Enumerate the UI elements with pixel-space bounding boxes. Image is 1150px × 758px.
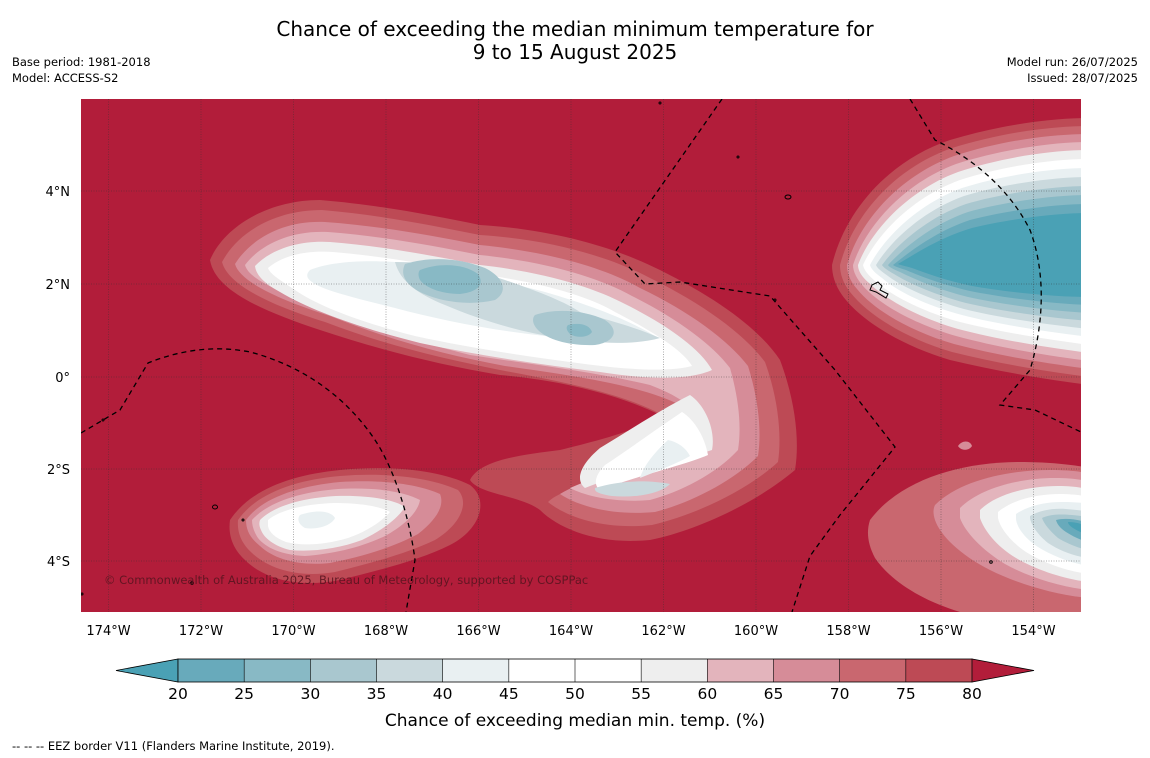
map-plot-area: © Commonwealth of Australia 2025, Bureau… xyxy=(81,99,1081,612)
contour-spot xyxy=(958,441,972,450)
colorbar-tick-labels: 20 25 30 35 40 45 50 55 60 65 70 75 80 xyxy=(168,685,982,703)
eez-legend: -- -- -- EEZ border V11 (Flanders Marine… xyxy=(12,739,335,753)
lon-label-174w: 174°W xyxy=(86,624,130,639)
colorbar-tick-label: 55 xyxy=(631,685,651,703)
colorbar-tick-label: 35 xyxy=(367,685,387,703)
colorbar-segment xyxy=(839,659,907,682)
lat-label-2n: 2°N xyxy=(46,278,71,293)
lon-label-170w: 170°W xyxy=(271,624,315,639)
colorbar-segment xyxy=(310,659,377,682)
contour-band-southwest xyxy=(229,468,481,584)
colorbar-label: Chance of exceeding median min. temp. (%… xyxy=(385,711,765,731)
copyright-text: © Commonwealth of Australia 2025, Bureau… xyxy=(104,573,588,587)
colorbar-segment xyxy=(244,659,311,682)
base-period: Base period: 1981-2018 xyxy=(12,55,151,69)
colorbar-segment xyxy=(376,659,444,682)
lat-label-2s: 2°S xyxy=(47,463,70,478)
colorbar-tick-label: 70 xyxy=(830,685,850,703)
colorbar-tick-label: 25 xyxy=(234,685,254,703)
colorbar: 20 25 30 35 40 45 50 55 60 65 70 75 80 Chance of exc… xyxy=(115,658,1035,731)
longitude-labels: 174°W 172°W 170°W 168°W 166°W 164°W 162°… xyxy=(86,624,1055,639)
map-gridlines xyxy=(81,99,1081,612)
colorbar-segment xyxy=(442,659,510,682)
colorbar-tick-label: 45 xyxy=(499,685,519,703)
colorbar-tick-label: 40 xyxy=(433,685,453,703)
chart-title: Chance of exceeding the median minimum t… xyxy=(0,18,1150,64)
contour-band-southeast xyxy=(867,462,1081,612)
lon-label-172w: 172°W xyxy=(179,624,223,639)
colorbar-segment xyxy=(178,659,245,682)
title-line-2: 9 to 15 August 2025 xyxy=(472,40,678,64)
title-line-1: Chance of exceeding the median minimum t… xyxy=(276,17,874,41)
lon-label-168w: 168°W xyxy=(364,624,408,639)
colorbar-segment xyxy=(575,659,642,682)
lon-label-166w: 166°W xyxy=(456,624,500,639)
lon-label-154w: 154°W xyxy=(1011,624,1055,639)
lon-label-164w: 164°W xyxy=(549,624,593,639)
colorbar-tick-label: 60 xyxy=(697,685,717,703)
model-name: Model: ACCESS-S2 xyxy=(12,71,119,85)
issued-date: Issued: 28/07/2025 xyxy=(1027,71,1138,85)
colorbar-segment xyxy=(707,659,774,682)
colorbar-segment xyxy=(905,659,973,682)
lat-label-4n: 4°N xyxy=(46,185,71,200)
latitude-labels: 4°N 2°N 0° 2°S 4°S xyxy=(46,185,71,570)
colorbar-tick-label: 75 xyxy=(896,685,916,703)
colorbar-over-triangle xyxy=(971,658,1035,683)
lat-label-4s: 4°S xyxy=(47,555,70,570)
colorbar-tick-label: 65 xyxy=(764,685,784,703)
meta-left: Base period: 1981-2018 Model: ACCESS-S2 xyxy=(12,54,151,86)
colorbar-segment xyxy=(773,659,841,682)
lon-label-158w: 158°W xyxy=(826,624,870,639)
colorbar-tick-label: 20 xyxy=(168,685,188,703)
colorbar-tick-label: 30 xyxy=(300,685,320,703)
islands xyxy=(81,101,993,596)
colorbar-segment xyxy=(641,659,708,682)
colorbar-segment xyxy=(508,659,576,682)
model-run: Model run: 26/07/2025 xyxy=(1006,55,1138,69)
lat-label-0: 0° xyxy=(55,371,70,386)
lon-label-160w: 160°W xyxy=(734,624,778,639)
meta-right: Model run: 26/07/2025 Issued: 28/07/2025 xyxy=(1007,54,1138,86)
colorbar-tick-label: 80 xyxy=(962,685,982,703)
colorbar-under-triangle xyxy=(115,658,179,683)
contour-band-northeast xyxy=(832,118,1081,384)
lon-label-162w: 162°W xyxy=(641,624,685,639)
lon-label-156w: 156°W xyxy=(919,624,963,639)
colorbar-tick-label: 50 xyxy=(565,685,585,703)
colorbar-segments xyxy=(177,658,973,683)
contour-band-central xyxy=(210,200,797,541)
eez-borders xyxy=(81,99,1081,612)
